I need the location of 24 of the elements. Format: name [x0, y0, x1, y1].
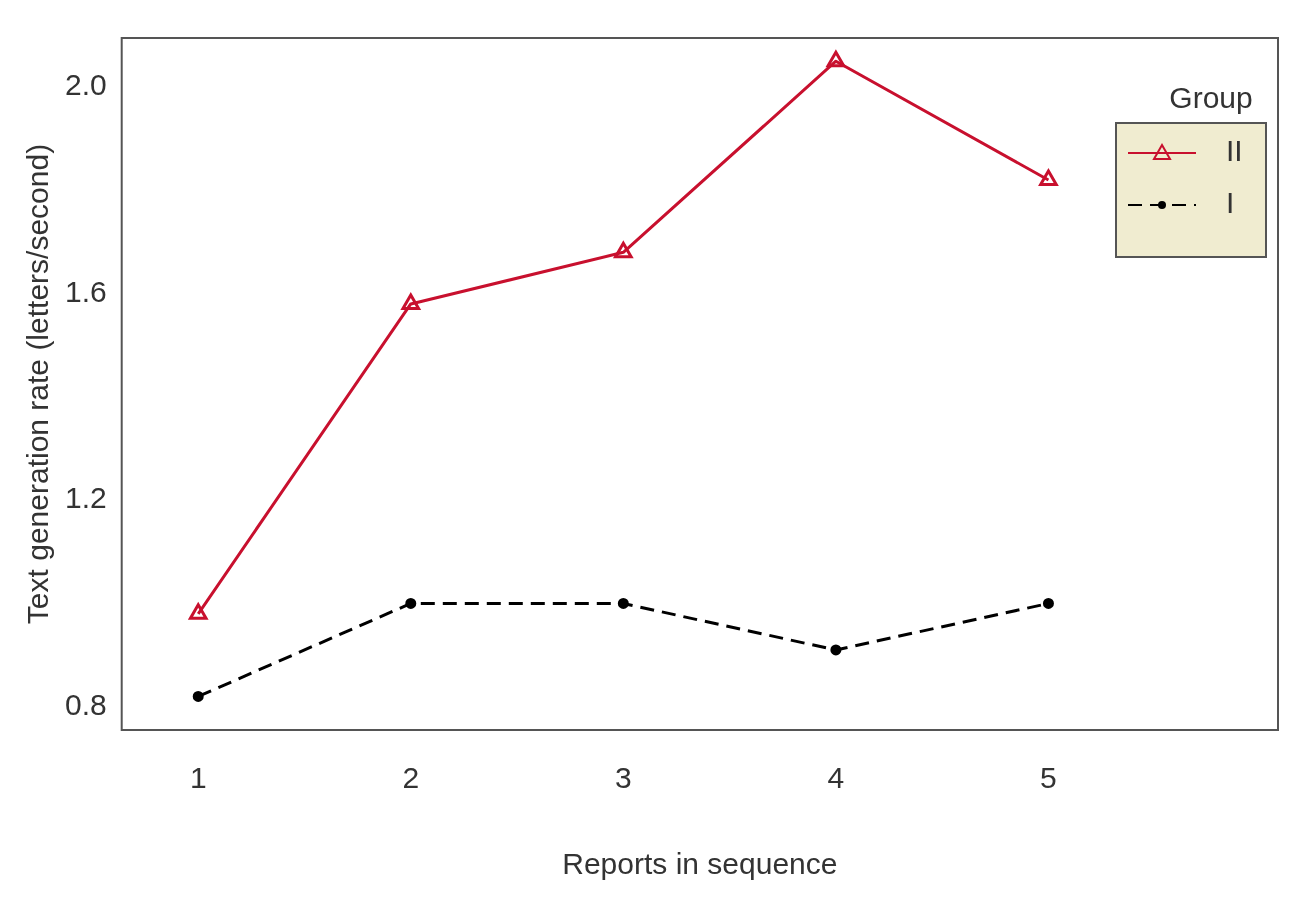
x-tick-label: 4 [827, 761, 845, 795]
legend-title: Group [1169, 81, 1253, 115]
y-tick-label: 1.2 [64, 481, 107, 515]
point [826, 50, 846, 68]
x-tick-label: 3 [614, 761, 632, 795]
legend-label: I [1226, 186, 1235, 220]
y-tick-label: 0.8 [64, 688, 107, 722]
legend-label: II [1226, 134, 1243, 168]
point [614, 241, 633, 259]
point [617, 597, 629, 609]
x-tick-label: 2 [402, 761, 420, 795]
point [188, 603, 208, 620]
point [401, 293, 421, 310]
point [405, 597, 417, 609]
point [1042, 597, 1054, 609]
y-tick-label: 2.0 [64, 68, 107, 102]
point [192, 690, 204, 702]
point [1039, 169, 1058, 187]
point [830, 644, 842, 656]
x-tick-label: 1 [189, 761, 207, 795]
x-tick-label: 5 [1040, 761, 1057, 795]
y-axis-title: Text generation rate (letters/second) [21, 143, 55, 625]
y-tick-label: 1.6 [64, 274, 107, 308]
x-axis-title: Reports in sequence [562, 847, 838, 881]
